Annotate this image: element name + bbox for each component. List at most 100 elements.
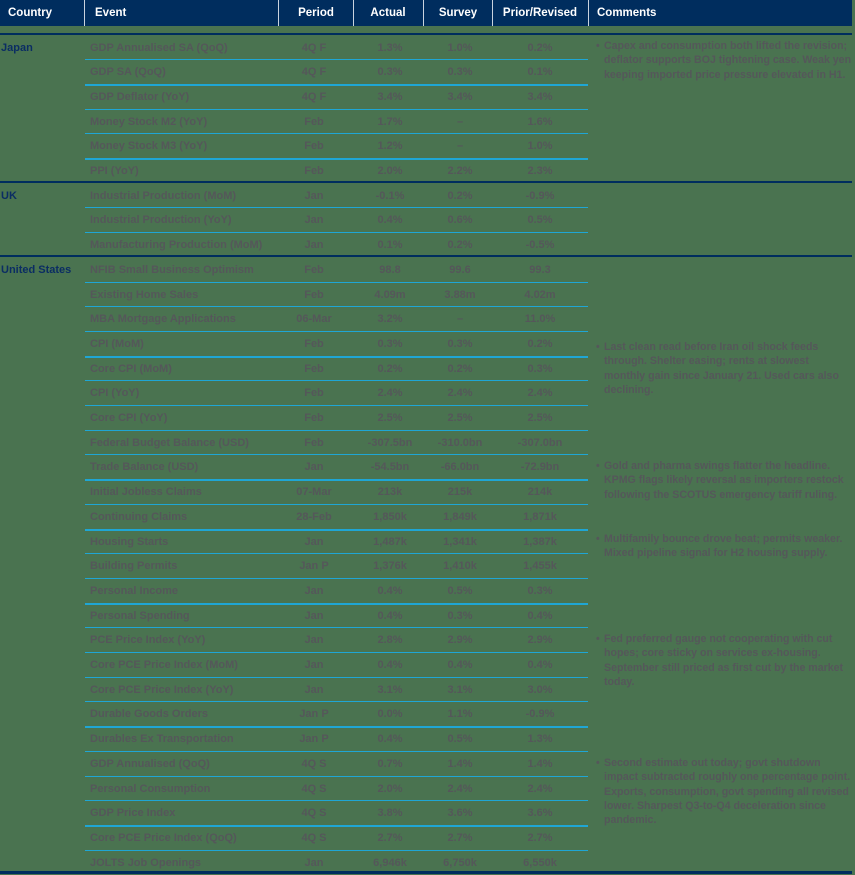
table-row: Industrial Production (YoY) Jan 0.4% 0.6% 0.… <box>0 208 852 233</box>
prior-revised-cell: 1.3% <box>527 733 553 746</box>
period-cell: 4Q S <box>301 757 327 770</box>
actual-cell: 3.2% <box>377 313 403 326</box>
row-separator <box>85 528 588 531</box>
prior-revised-cell: 3.0% <box>527 683 553 696</box>
column-header-event: Event <box>95 7 127 19</box>
period-cell: Jan <box>304 856 324 869</box>
row-separator <box>85 553 588 555</box>
table-row: GDP Price Index 4Q S 3.8% 3.6% 3.6% <box>0 801 852 826</box>
bullet-icon: • <box>596 533 600 545</box>
actual-cell: 0.1% <box>377 239 403 252</box>
table-row: CPI (MoM) Feb 0.3% 0.3% 0.2% <box>0 332 852 357</box>
period-cell: 4Q S <box>301 831 327 844</box>
prior-revised-cell: 1,387k <box>523 535 557 548</box>
table-bottom-rule <box>0 871 852 874</box>
event-cell: Money Stock M3 (YoY) <box>90 140 208 153</box>
period-cell: Feb <box>304 412 324 424</box>
survey-cell: 2.4% <box>447 387 473 400</box>
period-cell: Jan <box>304 634 324 647</box>
prior-revised-cell: 2.9% <box>527 634 553 647</box>
row-separator <box>85 281 588 283</box>
prior-revised-cell: 2.3% <box>527 165 553 177</box>
row-separator <box>85 652 588 653</box>
table-row: Core PCE Price Index (MoM) Jan 0.4% 0.4% 0.4… <box>0 653 852 678</box>
event-cell: MBA Mortgage Applications <box>90 313 236 326</box>
table-row: Money Stock M2 (YoY) Feb 1.7% – 1.6% <box>0 110 852 135</box>
bullet-icon: • <box>596 757 600 769</box>
actual-cell: 3.1% <box>377 683 403 696</box>
period-cell: 06-Mar <box>296 313 332 326</box>
table-row: GDP Deflator (YoY) 4Q F 3.4% 3.4% 3.4% <box>0 85 852 110</box>
table-row: PPI (YoY) Feb 2.0% 2.2% 2.3% <box>0 159 852 184</box>
prior-revised-cell: 11.0% <box>524 313 556 326</box>
prior-revised-cell: 6,550k <box>523 856 557 869</box>
prior-revised-cell: 0.2% <box>527 41 553 54</box>
prior-revised-cell: 0.4% <box>527 659 553 671</box>
row-separator <box>85 750 588 752</box>
row-separator <box>85 133 588 135</box>
row-separator <box>85 701 588 703</box>
survey-cell: 0.2% <box>447 239 473 252</box>
prior-revised-cell: -0.9% <box>525 708 555 721</box>
table-row: Durable Goods Orders Jan P 0.0% 1.1% -0.9% <box>0 702 852 727</box>
bullet-icon: • <box>596 633 600 645</box>
period-cell: Feb <box>304 337 324 350</box>
actual-cell: 0.4% <box>377 214 403 227</box>
column-divider <box>423 0 424 26</box>
column-divider <box>84 0 85 26</box>
table-row: Federal Budget Balance (USD) Feb -307.5bn -… <box>0 431 852 456</box>
survey-cell: 0.4% <box>447 659 473 671</box>
event-cell: Core CPI (YoY) <box>90 412 168 424</box>
table-row: NFIB Small Business Optimism Feb 98.8 99.6 9… <box>0 258 852 283</box>
survey-cell: 0.6% <box>447 214 473 227</box>
actual-cell: 0.7% <box>377 757 403 770</box>
actual-cell: 2.5% <box>377 412 403 424</box>
actual-cell: 98.8 <box>379 263 401 276</box>
table-row: Industrial Production (MoM) Jan -0.1% 0.2% -… <box>0 184 852 209</box>
row-separator <box>85 83 588 86</box>
event-cell: GDP Annualised (QoQ) <box>90 757 210 770</box>
prior-revised-cell: 0.4% <box>527 609 553 622</box>
period-cell: Jan <box>304 659 324 671</box>
prior-revised-cell: 0.5% <box>527 214 553 227</box>
comment-text: Second estimate out today; govt shutdown… <box>604 757 851 827</box>
survey-cell: 0.5% <box>447 584 473 597</box>
survey-cell: 0.5% <box>447 733 473 746</box>
table-row: Core CPI (MoM) Feb 0.2% 0.2% 0.3% <box>0 357 852 382</box>
event-cell: JOLTS Job Openings <box>90 856 202 869</box>
column-header-actual: Actual <box>370 7 406 19</box>
column-divider <box>492 0 493 26</box>
survey-cell: 2.7% <box>447 831 473 844</box>
column-divider <box>588 0 589 26</box>
actual-cell: 4.09m <box>374 288 406 301</box>
table-row: Personal Income Jan 0.4% 0.5% 0.3% <box>0 579 852 604</box>
column-header-country: Country <box>8 7 53 19</box>
actual-cell: 2.8% <box>377 634 403 647</box>
event-cell: Housing Starts <box>90 535 169 548</box>
actual-cell: 0.4% <box>377 584 403 597</box>
prior-revised-cell: 3.4% <box>527 90 553 103</box>
prior-revised-cell: 0.1% <box>527 66 553 79</box>
actual-cell: -0.1% <box>375 189 405 202</box>
actual-cell: 213k <box>377 486 403 499</box>
prior-revised-cell: 1,871k <box>523 510 557 523</box>
event-cell: GDP Deflator (YoY) <box>90 90 190 103</box>
comment-block: • Last clean read before Iran oil shock f… <box>596 340 852 397</box>
column-header-period: Period <box>298 7 334 19</box>
period-cell: Jan P <box>299 560 329 573</box>
period-cell: Feb <box>304 140 324 153</box>
survey-cell: 0.3% <box>447 337 473 350</box>
table-row: GDP Annualised SA (QoQ) 4Q F 1.3% 1.0% 0.2% <box>0 36 852 61</box>
row-separator <box>85 108 588 110</box>
survey-cell: 0.3% <box>447 609 473 622</box>
prior-revised-cell: 4.02m <box>524 288 556 301</box>
survey-cell: 1.4% <box>447 757 473 770</box>
period-cell: Feb <box>304 165 324 177</box>
period-cell: Jan <box>304 189 324 202</box>
survey-cell: 2.2% <box>447 165 473 177</box>
prior-revised-cell: 0.3% <box>527 584 553 597</box>
survey-cell: 99.6 <box>449 263 471 276</box>
row-separator <box>85 454 588 456</box>
survey-cell: – <box>456 115 464 128</box>
event-cell: PCE Price Index (YoY) <box>90 634 206 647</box>
